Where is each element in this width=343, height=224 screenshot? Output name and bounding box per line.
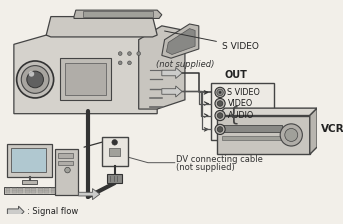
Polygon shape [74,10,162,18]
Circle shape [118,61,122,65]
Bar [12,191,17,193]
Bar [44,188,49,189]
Bar [5,190,10,191]
Bar [83,11,153,17]
Circle shape [128,52,131,55]
Text: VIDEO: VIDEO [227,99,253,108]
Polygon shape [310,108,317,154]
Bar [44,191,49,193]
Polygon shape [14,35,157,114]
Circle shape [215,98,225,109]
Polygon shape [79,189,100,200]
Text: AUDIO: AUDIO [227,111,254,120]
Circle shape [21,66,49,93]
Bar [22,180,37,184]
Bar [5,191,10,193]
Circle shape [128,61,131,65]
Circle shape [215,87,225,97]
Bar [19,190,23,191]
Circle shape [118,52,122,55]
Bar [107,174,122,183]
Text: : Signal flow: : Signal flow [27,207,78,216]
Bar [58,161,73,166]
Polygon shape [8,206,24,217]
Bar [38,191,43,193]
Bar [19,191,23,193]
Bar [32,190,36,191]
Text: S VIDEO: S VIDEO [165,31,259,51]
Circle shape [285,129,298,141]
Bar [19,188,23,189]
Text: DV connecting cable: DV connecting cable [176,155,262,164]
Bar [217,116,310,154]
Bar [60,58,111,100]
Circle shape [17,61,54,98]
Circle shape [217,101,223,106]
Circle shape [112,140,117,145]
Circle shape [65,167,70,173]
Bar [51,188,56,189]
Text: (not supplied): (not supplied) [156,60,214,69]
Polygon shape [166,29,195,54]
Bar [56,149,78,195]
Circle shape [29,71,34,77]
Bar [58,153,73,158]
Bar [25,191,29,193]
Circle shape [215,124,225,134]
Bar [25,190,29,191]
Text: VCR: VCR [321,124,343,134]
Circle shape [280,124,303,146]
Bar [38,188,43,189]
Bar [222,136,282,140]
Bar [12,188,17,189]
Circle shape [137,52,141,55]
Circle shape [219,91,222,94]
Circle shape [27,71,44,88]
Bar [4,187,56,194]
Bar [32,191,36,193]
Text: S VIDEO: S VIDEO [227,88,260,97]
Circle shape [217,127,223,132]
Polygon shape [162,24,199,58]
Polygon shape [46,17,157,37]
Polygon shape [162,86,182,97]
Bar [109,148,120,156]
Bar [32,188,36,189]
Text: OUT: OUT [225,70,247,80]
Bar [25,188,29,189]
Polygon shape [139,26,185,109]
Text: {: { [227,105,239,124]
Bar [65,63,106,95]
Circle shape [217,89,223,96]
Bar [11,148,46,172]
Bar [38,190,43,191]
Bar [102,137,128,166]
Circle shape [217,113,223,118]
Bar [5,188,10,189]
Bar [222,125,282,132]
Polygon shape [162,67,182,79]
Bar [51,190,56,191]
Bar [12,190,17,191]
Bar [51,191,56,193]
Bar [44,190,49,191]
Bar [8,144,52,177]
Text: (not supplied): (not supplied) [176,163,234,172]
Circle shape [215,110,225,121]
Polygon shape [217,108,317,116]
Bar [211,83,274,140]
